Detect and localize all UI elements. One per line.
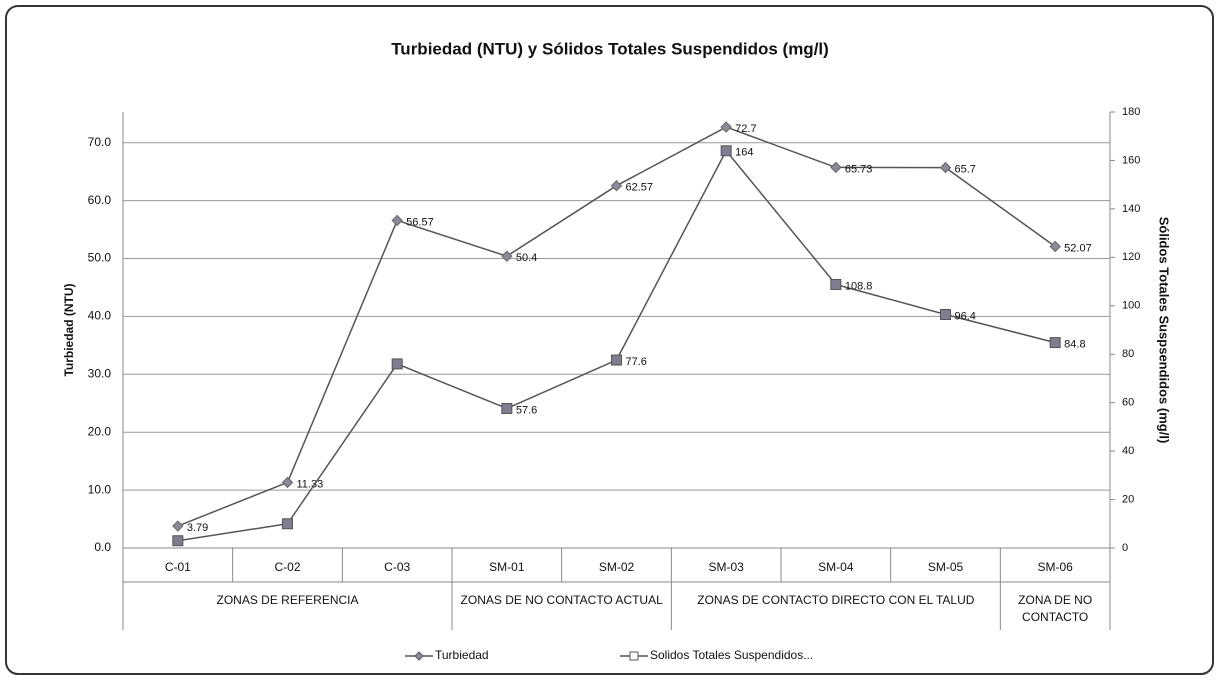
y2-tick-label: 60 xyxy=(1122,397,1134,409)
x-tick-label: SM-06 xyxy=(1037,560,1073,574)
data-point xyxy=(720,121,732,133)
data-point xyxy=(501,402,513,414)
x-tick-label: SM-05 xyxy=(928,560,964,574)
x-tick-label: SM-02 xyxy=(599,560,635,574)
data-label: 65.73 xyxy=(845,163,873,175)
legend-label: Solidos Totales Suspendidos... xyxy=(650,648,813,662)
y2-tick-label: 140 xyxy=(1122,203,1140,215)
group-label: ZONAS DE REFERENCIA xyxy=(216,593,358,607)
data-label: 3.79 xyxy=(187,522,208,534)
data-point xyxy=(1049,337,1061,349)
y-tick-label: 20.0 xyxy=(88,424,112,438)
group-label: ZONA DE NO CONTACTO xyxy=(1018,593,1092,624)
data-point xyxy=(172,520,184,532)
data-label: 56.57 xyxy=(406,216,434,228)
y-tick-label: 10.0 xyxy=(88,482,112,496)
x-tick-label: SM-04 xyxy=(818,560,854,574)
x-tick-label: C-01 xyxy=(165,560,191,574)
y2-tick-label: 120 xyxy=(1122,251,1140,263)
y2-tick-label: 80 xyxy=(1122,348,1134,360)
data-label: 50.4 xyxy=(516,252,537,264)
group-label: ZONAS DE NO CONTACTO ACTUAL xyxy=(461,593,664,607)
data-point xyxy=(830,161,842,174)
data-label: 57.6 xyxy=(516,404,537,416)
data-label: 77.6 xyxy=(626,356,647,368)
data-point xyxy=(720,145,732,157)
y2-tick-label: 100 xyxy=(1122,300,1140,312)
data-point xyxy=(830,278,842,290)
data-label: 52.07 xyxy=(1064,242,1092,254)
y-tick-label: 0.0 xyxy=(94,540,111,554)
data-point xyxy=(282,518,293,530)
data-label: 11.33 xyxy=(297,478,324,490)
data-point xyxy=(1049,240,1061,253)
data-point xyxy=(172,535,184,547)
y-tick-label: 50.0 xyxy=(88,251,112,265)
legend-label: Turbiedad xyxy=(435,648,489,662)
data-label: 72.7 xyxy=(735,123,756,135)
data-label: 84.8 xyxy=(1064,339,1085,351)
data-point xyxy=(940,308,951,320)
data-label: 65.7 xyxy=(955,163,976,175)
data-point xyxy=(611,354,622,366)
data-point xyxy=(939,161,952,174)
y-axis-title: Turbiedad (NTU) xyxy=(62,283,76,376)
chart-frame xyxy=(5,5,1214,675)
y-tick-label: 30.0 xyxy=(88,366,112,380)
y2-tick-label: 160 xyxy=(1122,154,1140,166)
legend-marker xyxy=(629,651,639,661)
y2-tick-label: 40 xyxy=(1122,445,1134,457)
group-label: ZONAS DE CONTACTO DIRECTO CON EL TALUD xyxy=(697,593,974,607)
data-point xyxy=(501,250,513,262)
data-label: 62.57 xyxy=(626,182,654,194)
data-label: 164 xyxy=(735,147,753,159)
data-point xyxy=(610,180,623,192)
y2-axis-title: Sólidos Totales Suspsendidos (mg/l) xyxy=(1157,217,1172,444)
y-tick-label: 60.0 xyxy=(88,193,112,207)
x-tick-label: C-03 xyxy=(384,560,410,574)
y-tick-label: 70.0 xyxy=(88,135,112,149)
x-tick-label: SM-01 xyxy=(489,560,525,574)
x-tick-label: C-02 xyxy=(274,560,300,574)
data-point xyxy=(391,214,403,227)
chart-title: Turbiedad (NTU) y Sólidos Totales Suspen… xyxy=(391,39,829,58)
data-label: 108.8 xyxy=(845,280,873,292)
data-label: 96.4 xyxy=(955,310,976,322)
y2-tick-label: 180 xyxy=(1122,106,1140,118)
legend-marker xyxy=(414,651,424,661)
y2-tick-label: 0 xyxy=(1122,542,1128,554)
data-point xyxy=(281,476,294,489)
x-tick-label: SM-03 xyxy=(708,560,744,574)
data-point xyxy=(391,358,403,370)
y-tick-label: 40.0 xyxy=(88,309,112,323)
y2-tick-label: 20 xyxy=(1122,493,1134,505)
